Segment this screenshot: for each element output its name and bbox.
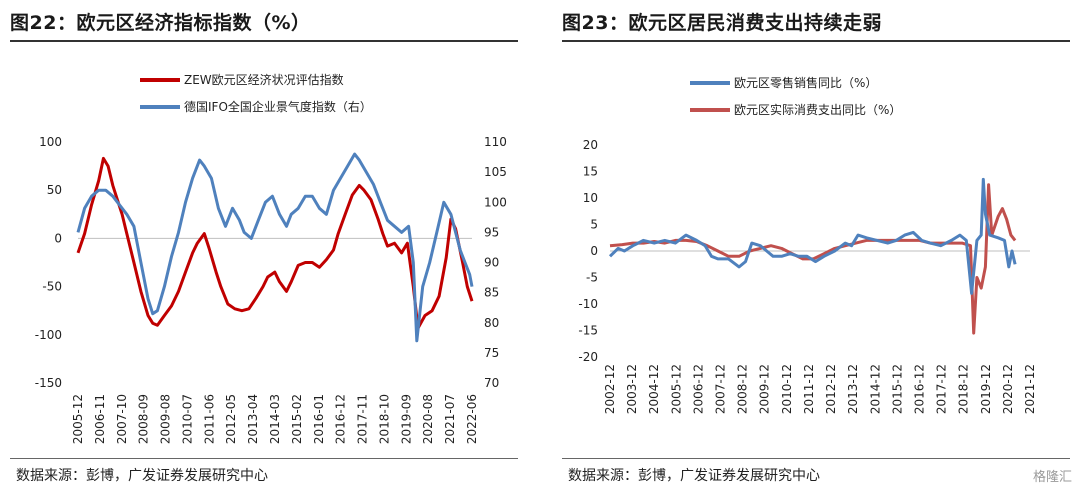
y-right-tick-label: 110 <box>484 135 507 149</box>
y-right-tick-label: 75 <box>484 346 499 360</box>
series-zew-line <box>76 156 474 330</box>
x-tick-label: 2010-07 <box>180 394 194 444</box>
x-tick-label: 2011-06 <box>202 394 216 444</box>
legend-retail-label: 欧元区零售销售同比（%） <box>734 75 877 90</box>
x-tick-label: 2009-08 <box>159 394 173 444</box>
x-tick-label: 2014-12 <box>868 364 882 414</box>
x-tick-label: 2013-12 <box>846 364 860 414</box>
x-tick-label: 2013-04 <box>246 394 260 444</box>
title-divider <box>562 40 1070 42</box>
x-tick-label: 2015-12 <box>890 364 904 414</box>
y-right-tick-label: 70 <box>484 376 499 390</box>
y-right-tick-label: 85 <box>484 286 499 300</box>
y-tick-label: 0 <box>590 244 598 258</box>
x-tick-label: 2007-10 <box>115 394 129 444</box>
legend-ifo-label: 德国IFO全国企业景气度指数（右） <box>184 99 372 114</box>
y-left-tick-label: -50 <box>42 280 62 294</box>
x-tick-label: 2002-12 <box>603 364 617 414</box>
y-tick-label: 10 <box>583 191 598 205</box>
y-right-tick-label: 95 <box>484 225 499 239</box>
figure-title: 图23：欧元区居民消费支出持续走弱 <box>562 12 882 34</box>
y-left-tick-label: -150 <box>35 376 62 390</box>
legend-consumption-label: 欧元区实际消费支出同比（%） <box>734 102 901 117</box>
x-tick-label: 2009-12 <box>758 364 772 414</box>
x-tick-label: 2011-12 <box>802 364 816 414</box>
x-tick-label: 2010-12 <box>780 364 794 414</box>
source-note: 数据来源：彭博，广发证券发展研究中心 <box>16 468 268 484</box>
y-tick-label: 5 <box>590 218 598 232</box>
x-tick-label: 2020-08 <box>421 394 435 444</box>
x-tick-label: 2020-12 <box>1001 364 1015 414</box>
x-tick-label: 2022-06 <box>465 394 479 444</box>
chart-panel-retail-consumption: 图23：欧元区居民消费支出持续走弱 -20 -15 -10 -5 0 5 10 15 20 200… <box>552 0 1080 496</box>
x-tick-label: 2016-12 <box>334 394 348 444</box>
x-tick-label: 2008-12 <box>736 364 750 414</box>
y-right-tick-label: 105 <box>484 165 507 179</box>
y-tick-label: -20 <box>578 350 598 364</box>
y-left-tick-label: 0 <box>54 231 62 245</box>
x-tick-label: 2012-05 <box>224 394 238 444</box>
title-divider <box>10 40 518 42</box>
watermark-logo: 格隆汇 <box>1032 470 1072 485</box>
figure-title: 图22：欧元区经济指标指数（%） <box>10 12 311 34</box>
x-tick-label: 2004-12 <box>647 364 661 414</box>
x-tick-label: 2006-12 <box>691 364 705 414</box>
x-tick-label: 2012-12 <box>824 364 838 414</box>
x-tick-label: 2018-12 <box>957 364 971 414</box>
x-tick-label: 2006-11 <box>93 394 107 444</box>
y-right-tick-label: 100 <box>484 195 507 209</box>
source-divider <box>10 458 518 459</box>
x-tick-label: 2005-12 <box>71 394 85 444</box>
x-tick-label: 2015-02 <box>290 394 304 444</box>
x-tick-label: 2003-12 <box>625 364 639 414</box>
x-tick-label: 2018-10 <box>377 394 391 444</box>
x-tick-label: 2008-09 <box>137 394 151 444</box>
x-tick-label: 2016-01 <box>312 394 326 444</box>
y-left-tick-label: -100 <box>35 328 62 342</box>
y-tick-label: 20 <box>583 138 598 152</box>
y-right-tick-label: 90 <box>484 256 499 270</box>
x-tick-label: 2007-12 <box>714 364 728 414</box>
series-retail-line <box>608 177 1017 295</box>
y-left-tick-label: 50 <box>47 183 62 197</box>
retail-consumption-chart: -20 -15 -10 -5 0 5 10 15 20 2002-12 2003-12 2004-12… <box>578 75 1037 414</box>
y-tick-label: -5 <box>586 271 598 285</box>
chart-panel-ewz-ifo: 图22：欧元区经济指标指数（%） -150 -100 -50 0 50 100 70 75 80… <box>0 0 528 496</box>
y-right-tick-label: 80 <box>484 316 499 330</box>
x-tick-label: 2005-12 <box>669 364 683 414</box>
series-ifo-line <box>76 152 474 343</box>
y-left-tick-label: 100 <box>39 135 62 149</box>
x-tick-label: 2017-12 <box>935 364 949 414</box>
y-tick-label: -10 <box>578 297 598 311</box>
x-tick-label: 2016-12 <box>913 364 927 414</box>
x-tick-label: 2014-03 <box>268 394 282 444</box>
zew-ifo-chart: -150 -100 -50 0 50 100 70 75 80 85 90 95 100 105 110 20… <box>35 72 507 444</box>
x-tick-label: 2021-07 <box>443 394 457 444</box>
x-tick-label: 2019-09 <box>399 394 413 444</box>
legend-zew-label: ZEW欧元区经济状况评估指数 <box>184 72 344 87</box>
x-tick-label: 2017-11 <box>356 394 370 444</box>
y-tick-label: 15 <box>583 165 598 179</box>
y-tick-label: -15 <box>578 324 598 338</box>
x-tick-label: 2021-12 <box>1023 364 1037 414</box>
source-divider <box>562 458 1070 459</box>
x-tick-label: 2019-12 <box>979 364 993 414</box>
source-note: 数据来源：彭博，广发证券发展研究中心 <box>568 468 820 484</box>
